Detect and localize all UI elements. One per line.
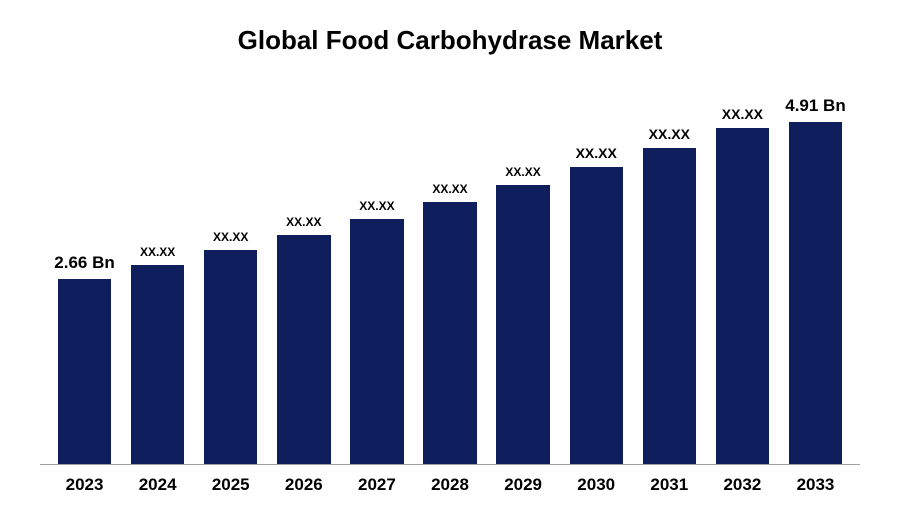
x-axis-label: 2027 bbox=[344, 475, 409, 495]
x-axis-label: 2032 bbox=[710, 475, 775, 495]
bar-value-label: 4.91 Bn bbox=[785, 96, 845, 116]
bar-slot: XX.XX bbox=[637, 81, 702, 464]
bar bbox=[716, 128, 769, 464]
x-axis-label: 2028 bbox=[417, 475, 482, 495]
chart-container: Global Food Carbohydrase Market 2.66 Bn X… bbox=[0, 0, 900, 525]
x-axis-label: 2033 bbox=[783, 475, 848, 495]
bar-value-label: XX.XX bbox=[505, 165, 540, 179]
bar bbox=[131, 265, 184, 464]
bar-slot: XX.XX bbox=[125, 81, 190, 464]
bar-value-label: XX.XX bbox=[649, 126, 690, 142]
bar-slot: XX.XX bbox=[710, 81, 775, 464]
bar bbox=[58, 279, 111, 464]
bar bbox=[423, 202, 476, 464]
bar-value-label: XX.XX bbox=[140, 245, 175, 259]
bar-value-label: 2.66 Bn bbox=[54, 253, 114, 273]
bar-value-label: XX.XX bbox=[286, 215, 321, 229]
x-axis-label: 2023 bbox=[52, 475, 117, 495]
bar bbox=[350, 219, 403, 464]
bar-slot: XX.XX bbox=[491, 81, 556, 464]
bar bbox=[204, 250, 257, 464]
bar-value-label: XX.XX bbox=[432, 182, 467, 196]
bar-slot: XX.XX bbox=[271, 81, 336, 464]
bar-slot: 2.66 Bn bbox=[52, 81, 117, 464]
bar-value-label: XX.XX bbox=[213, 230, 248, 244]
bars-region: 2.66 Bn XX.XX XX.XX XX.XX XX.XX XX.XX XX.XX XX.… bbox=[40, 81, 860, 465]
x-axis-label: 2030 bbox=[564, 475, 629, 495]
x-axis-label: 2025 bbox=[198, 475, 263, 495]
chart-title: Global Food Carbohydrase Market bbox=[40, 25, 860, 56]
bar bbox=[496, 185, 549, 464]
bar-value-label: XX.XX bbox=[722, 106, 763, 122]
bar-slot: XX.XX bbox=[564, 81, 629, 464]
chart-area: 2.66 Bn XX.XX XX.XX XX.XX XX.XX XX.XX XX.XX XX.… bbox=[40, 81, 860, 495]
bar bbox=[643, 148, 696, 464]
bar-slot: XX.XX bbox=[417, 81, 482, 464]
bar-slot: XX.XX bbox=[344, 81, 409, 464]
x-axis-label: 2031 bbox=[637, 475, 702, 495]
bar-value-label: XX.XX bbox=[576, 145, 617, 161]
x-axis-label: 2026 bbox=[271, 475, 336, 495]
bar-slot: XX.XX bbox=[198, 81, 263, 464]
bar-slot: 4.91 Bn bbox=[783, 81, 848, 464]
bar bbox=[277, 235, 330, 464]
bar-value-label: XX.XX bbox=[359, 199, 394, 213]
x-axis-label: 2029 bbox=[491, 475, 556, 495]
x-axis-labels: 2023 2024 2025 2026 2027 2028 2029 2030 2031 2032… bbox=[40, 465, 860, 495]
x-axis-label: 2024 bbox=[125, 475, 190, 495]
bar bbox=[789, 122, 842, 464]
bar bbox=[570, 167, 623, 464]
